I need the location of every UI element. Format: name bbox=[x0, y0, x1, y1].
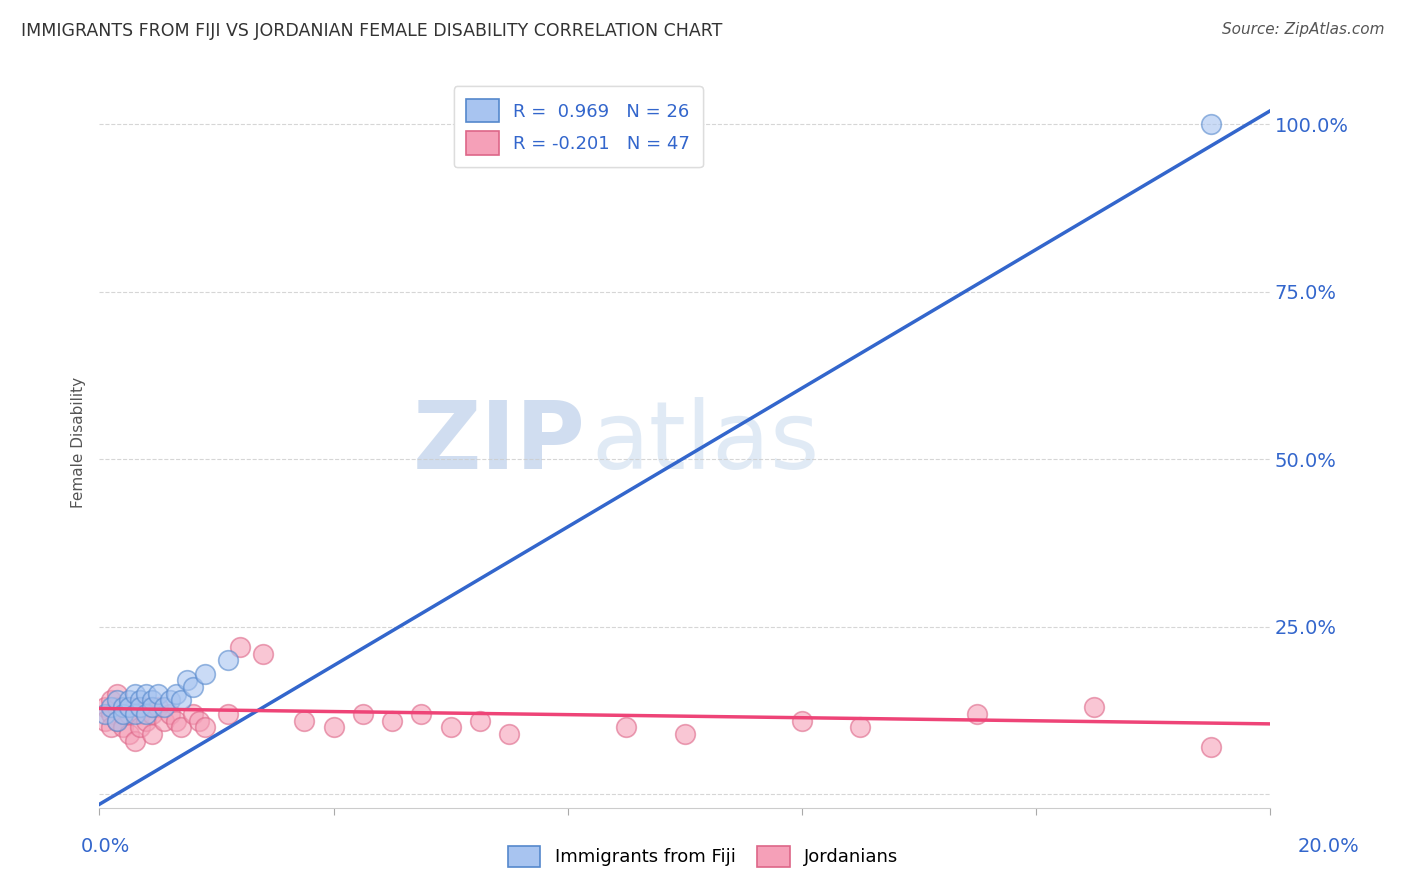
Point bbox=[129, 720, 152, 734]
Point bbox=[292, 714, 315, 728]
Point bbox=[153, 714, 176, 728]
Point bbox=[94, 714, 117, 728]
Point bbox=[217, 653, 239, 667]
Point bbox=[141, 693, 163, 707]
Point bbox=[118, 700, 141, 714]
Point bbox=[141, 706, 163, 721]
Point bbox=[468, 714, 491, 728]
Point bbox=[105, 700, 128, 714]
Point bbox=[105, 714, 128, 728]
Point bbox=[124, 733, 146, 747]
Point bbox=[111, 700, 134, 714]
Point bbox=[381, 714, 404, 728]
Point bbox=[129, 706, 152, 721]
Point bbox=[146, 700, 169, 714]
Point bbox=[1201, 117, 1223, 131]
Point bbox=[159, 693, 181, 707]
Point bbox=[141, 700, 163, 714]
Y-axis label: Female Disability: Female Disability bbox=[72, 377, 86, 508]
Point bbox=[94, 706, 117, 721]
Point bbox=[135, 706, 157, 721]
Point bbox=[165, 687, 187, 701]
Point bbox=[124, 706, 146, 721]
Text: IMMIGRANTS FROM FIJI VS JORDANIAN FEMALE DISABILITY CORRELATION CHART: IMMIGRANTS FROM FIJI VS JORDANIAN FEMALE… bbox=[21, 22, 723, 40]
Point bbox=[100, 693, 122, 707]
Point bbox=[165, 714, 187, 728]
Point bbox=[118, 727, 141, 741]
Point bbox=[124, 687, 146, 701]
Point bbox=[322, 720, 344, 734]
Point bbox=[105, 687, 128, 701]
Point bbox=[411, 706, 433, 721]
Point bbox=[181, 706, 204, 721]
Point bbox=[170, 720, 193, 734]
Point bbox=[187, 714, 209, 728]
Text: 20.0%: 20.0% bbox=[1298, 837, 1360, 855]
Point bbox=[118, 706, 141, 721]
Point bbox=[129, 693, 152, 707]
Point bbox=[135, 714, 157, 728]
Point bbox=[439, 720, 461, 734]
Point bbox=[1083, 700, 1105, 714]
Point bbox=[100, 720, 122, 734]
Point bbox=[146, 687, 169, 701]
Point bbox=[153, 700, 176, 714]
Point bbox=[498, 727, 520, 741]
Point bbox=[849, 720, 872, 734]
Point bbox=[118, 693, 141, 707]
Point bbox=[352, 706, 374, 721]
Point bbox=[194, 666, 217, 681]
Legend: Immigrants from Fiji, Jordanians: Immigrants from Fiji, Jordanians bbox=[501, 838, 905, 874]
Text: Source: ZipAtlas.com: Source: ZipAtlas.com bbox=[1222, 22, 1385, 37]
Point bbox=[135, 687, 157, 701]
Point bbox=[94, 700, 117, 714]
Point bbox=[1201, 740, 1223, 755]
Point bbox=[100, 706, 122, 721]
Point bbox=[100, 700, 122, 714]
Point bbox=[159, 706, 181, 721]
Point bbox=[181, 680, 204, 694]
Point bbox=[170, 693, 193, 707]
Point bbox=[614, 720, 637, 734]
Point bbox=[111, 706, 134, 721]
Point bbox=[118, 700, 141, 714]
Point bbox=[229, 640, 252, 654]
Point bbox=[217, 706, 239, 721]
Point bbox=[105, 714, 128, 728]
Point bbox=[129, 700, 152, 714]
Point bbox=[790, 714, 813, 728]
Point bbox=[105, 693, 128, 707]
Point bbox=[176, 673, 198, 688]
Text: 0.0%: 0.0% bbox=[80, 837, 131, 855]
Legend: R =  0.969   N = 26, R = -0.201   N = 47: R = 0.969 N = 26, R = -0.201 N = 47 bbox=[454, 87, 703, 167]
Point bbox=[135, 700, 157, 714]
Point bbox=[141, 727, 163, 741]
Point bbox=[124, 700, 146, 714]
Point bbox=[111, 706, 134, 721]
Text: atlas: atlas bbox=[591, 397, 820, 489]
Text: ZIP: ZIP bbox=[412, 397, 585, 489]
Point bbox=[194, 720, 217, 734]
Point bbox=[111, 720, 134, 734]
Point bbox=[252, 647, 274, 661]
Point bbox=[673, 727, 696, 741]
Point bbox=[966, 706, 988, 721]
